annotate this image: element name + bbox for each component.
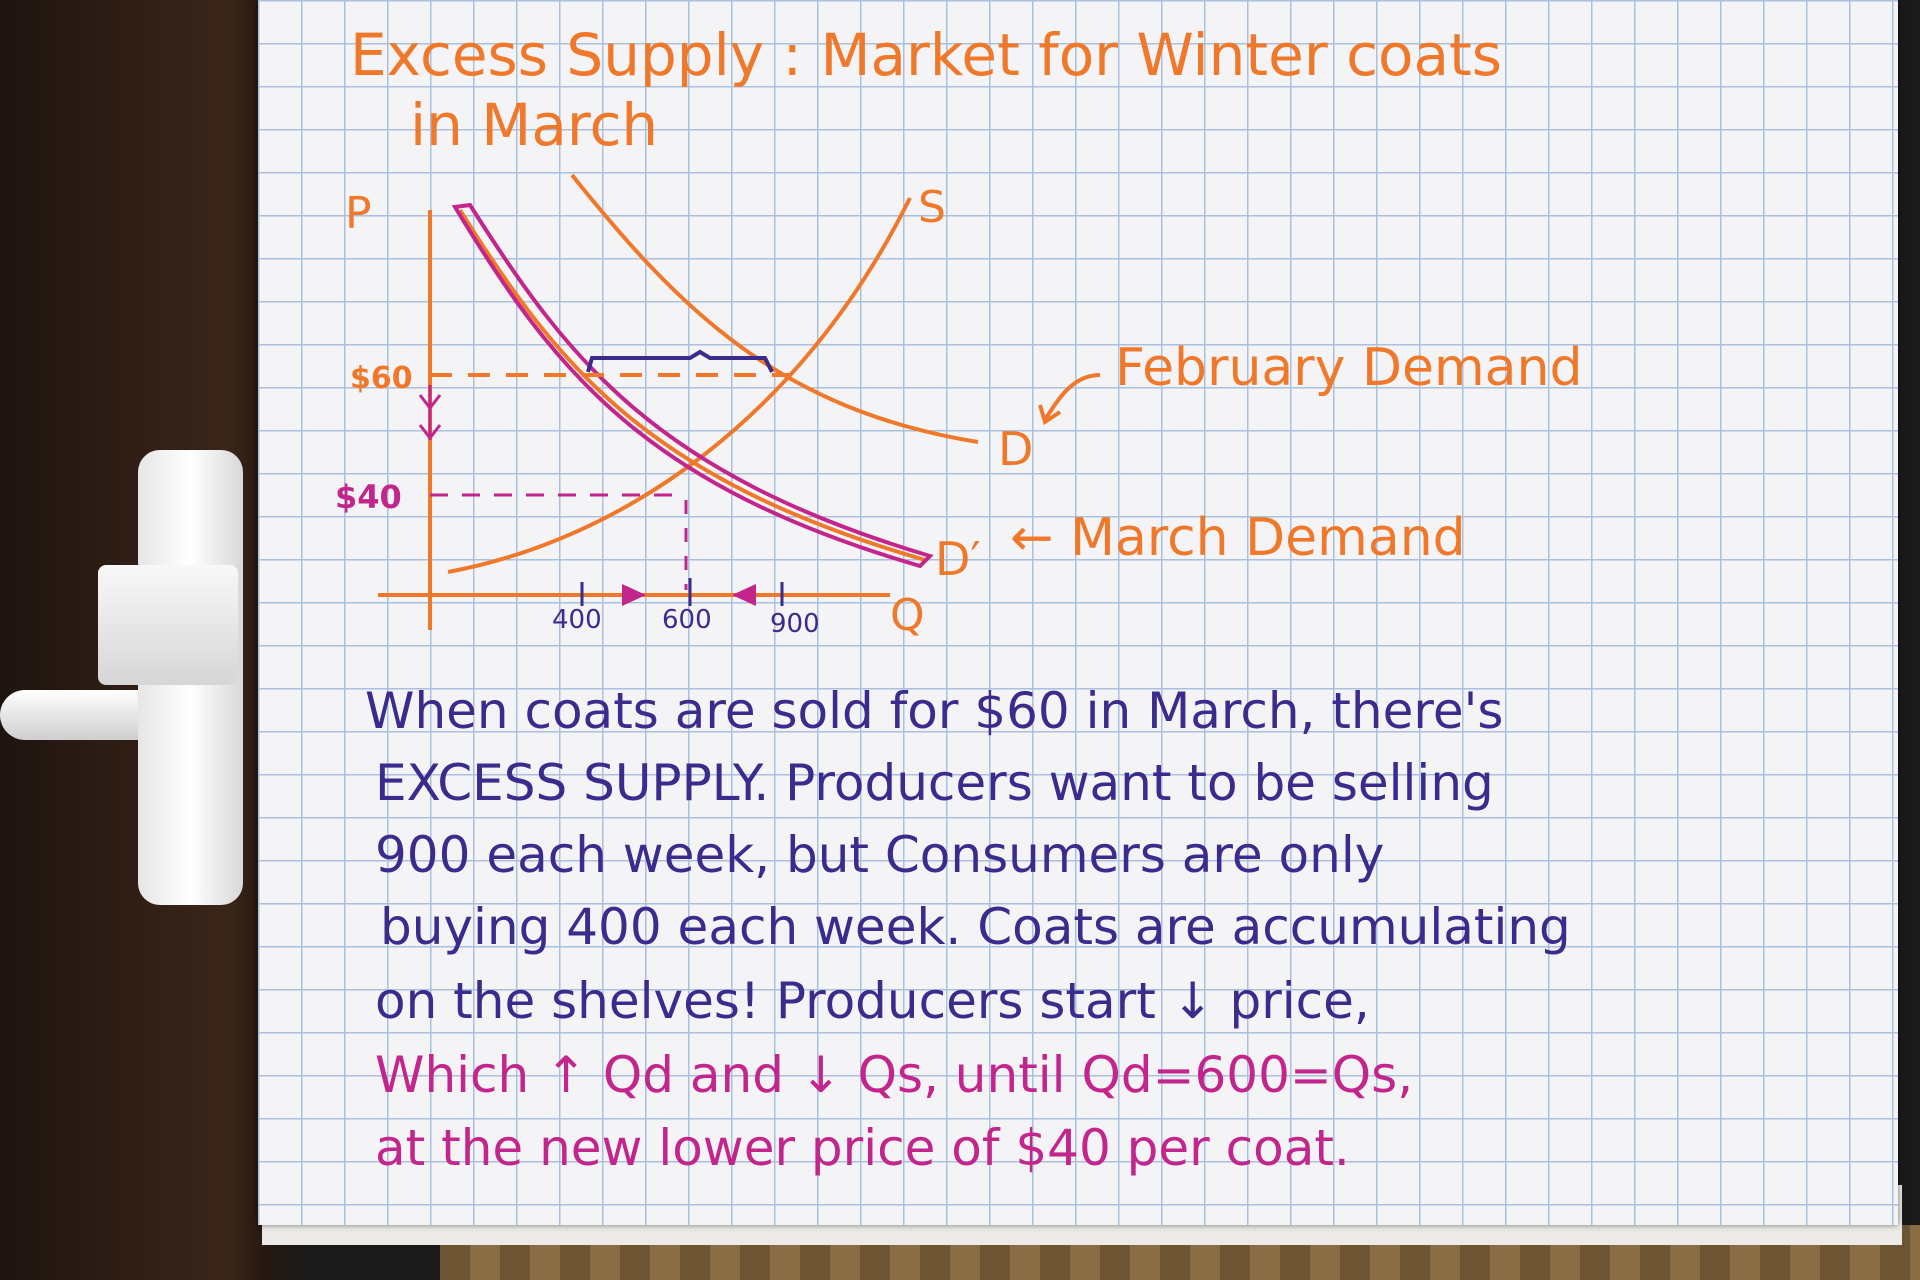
- qty-900-label: 900: [770, 609, 820, 639]
- demand-prime-label: D′: [935, 532, 981, 586]
- qty-right-arrow: [622, 584, 646, 606]
- march-demand-highlight: [451, 202, 934, 569]
- qty-400-label: 400: [552, 605, 602, 635]
- supply-curve: [447, 197, 912, 574]
- paragraph-line: 900 each week, but Consumers are only: [375, 826, 1384, 884]
- price-axis-label: P: [345, 188, 372, 239]
- supply-label: S: [918, 182, 946, 233]
- graph-paper: [258, 0, 1898, 1225]
- paragraph-line: Which ↑ Qd and ↓ Qs, until Qd=600=Qs,: [375, 1046, 1413, 1104]
- title-line-2: in March: [410, 91, 658, 159]
- holder-clip: [98, 565, 238, 685]
- quantity-axis-label: Q: [890, 590, 925, 641]
- february-arrow-head: [1038, 404, 1062, 426]
- march-demand-curve: [458, 208, 926, 562]
- qty-600-label: 600: [662, 605, 712, 635]
- demand-label: D: [998, 422, 1033, 476]
- price-down-arrow-heads: [418, 394, 442, 441]
- february-demand-curve: [570, 173, 979, 444]
- explanation-paragraph: When coats are sold for $60 in March, th…: [365, 682, 1571, 1177]
- title-line-1: Excess Supply : Market for Winter coats: [350, 21, 1502, 89]
- february-arrow: [1043, 373, 1101, 422]
- february-demand-annotation: February Demand: [1115, 338, 1582, 398]
- paragraph-line: at the new lower price of $40 per coat.: [375, 1119, 1350, 1177]
- qty-left-arrow: [732, 584, 756, 606]
- paragraph-line: on the shelves! Producers start ↓ price,: [375, 972, 1370, 1030]
- paragraph-line: EXCESS SUPPLY. Producers want to be sell…: [375, 754, 1494, 812]
- price-40-label: $40: [335, 478, 402, 516]
- march-demand-annotation: ← March Demand: [1010, 508, 1466, 568]
- paragraph-line: When coats are sold for $60 in March, th…: [365, 682, 1503, 740]
- paragraph-line: buying 400 each week. Coats are accumula…: [380, 898, 1571, 956]
- excess-supply-brace: [586, 349, 774, 373]
- price-60-label: $60: [350, 361, 413, 396]
- page-holder: [0, 450, 260, 910]
